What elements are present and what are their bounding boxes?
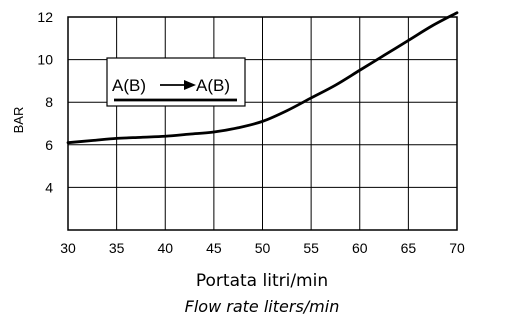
x-tick-label: 50	[255, 240, 271, 256]
x-tick-label: 35	[109, 240, 125, 256]
grid	[68, 17, 457, 230]
legend-to-label: A(B)	[196, 76, 230, 95]
x-axis-title: Portata litri/min	[196, 271, 328, 291]
x-tick-label: 30	[60, 240, 76, 256]
legend-box	[106, 57, 246, 107]
y-tick-label: 12	[37, 9, 53, 25]
legend: A(B) A(B)	[106, 57, 246, 107]
y-axis-label: BAR	[11, 107, 26, 134]
y-tick-label: 6	[45, 137, 53, 153]
y-axis-ticks: 4 6 8 10 12	[37, 9, 53, 195]
x-tick-label: 70	[449, 240, 465, 256]
y-tick-label: 4	[45, 179, 53, 195]
y-tick-label: 10	[37, 52, 53, 68]
x-tick-label: 60	[352, 240, 368, 256]
x-tick-label: 45	[206, 240, 222, 256]
legend-arrow-head	[184, 80, 196, 90]
x-axis-subtitle: Flow rate liters/min	[185, 297, 340, 316]
y-tick-label: 8	[45, 94, 53, 110]
x-axis-ticks: 30 35 40 45 50 55 60 65 70	[60, 240, 465, 256]
x-tick-label: 65	[401, 240, 417, 256]
legend-from-label: A(B)	[112, 76, 146, 95]
x-tick-label: 40	[157, 240, 173, 256]
x-tick-label: 55	[303, 240, 319, 256]
series-line	[66, 11, 459, 145]
